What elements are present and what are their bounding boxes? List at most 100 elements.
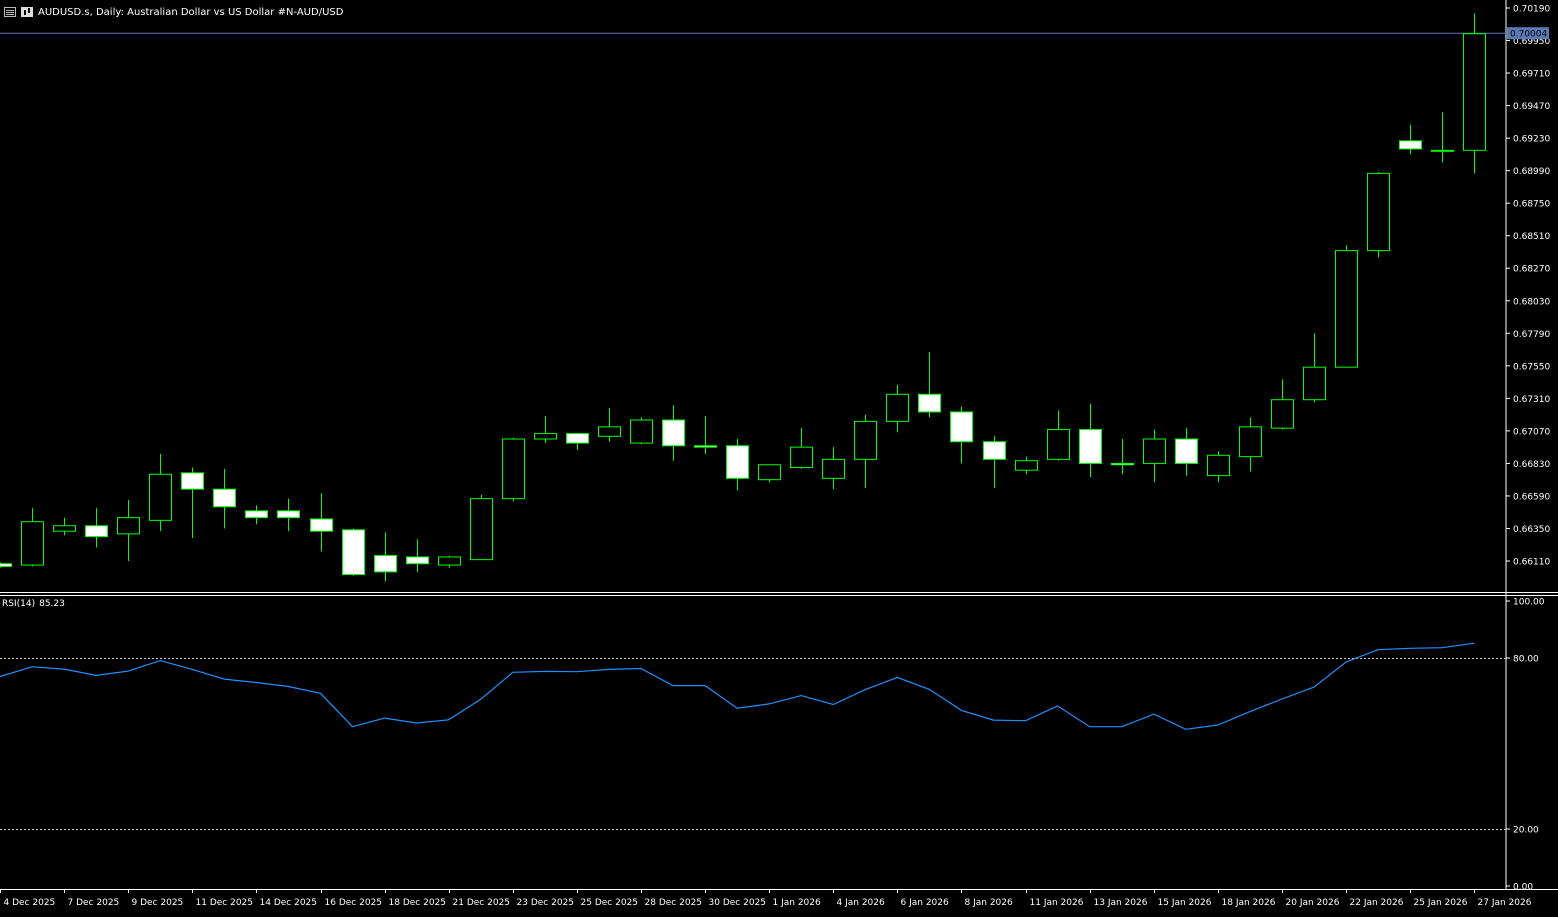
rsi-value: 85.23 <box>39 599 65 609</box>
rsi-indicator-label: RSI(14) 85.23 <box>2 599 69 609</box>
current-price-label: 0.70004 <box>1507 27 1549 40</box>
price-tick-label: 0.69950 <box>1513 37 1550 47</box>
time-tick-label: 15 Jan 2026 <box>1158 898 1212 908</box>
candle-body <box>21 521 44 566</box>
candle <box>983 436 1006 488</box>
price-tick-label: 0.69470 <box>1513 102 1550 112</box>
chart-frame <box>0 0 1558 890</box>
candle-body <box>1303 366 1326 401</box>
list-icon[interactable] <box>4 7 16 17</box>
candle-body <box>822 458 845 479</box>
price-tick-label: 0.66590 <box>1513 492 1550 502</box>
candle-body <box>1111 462 1134 466</box>
candle <box>85 508 108 548</box>
candle <box>245 505 268 525</box>
price-tick-label: 0.69710 <box>1513 70 1550 80</box>
candle <box>534 415 557 444</box>
candle-body <box>85 525 108 538</box>
chart-title: AUDUSD.s, Daily: Australian Dollar vs US… <box>38 6 344 18</box>
candle <box>1207 451 1230 483</box>
candle <box>1271 379 1294 430</box>
candle <box>342 528 365 576</box>
candle-body <box>277 510 300 519</box>
candle-body <box>438 556 461 566</box>
candle-body <box>630 419 653 444</box>
rsi-tick-label: 0.00 <box>1513 883 1533 893</box>
candle <box>790 428 813 469</box>
price-tick-label: 0.68750 <box>1513 200 1550 210</box>
candle <box>438 555 461 568</box>
candle-body <box>758 464 781 481</box>
price-tick-label: 0.68270 <box>1513 265 1550 275</box>
price-tick-label: 0.68030 <box>1513 297 1550 307</box>
candle-body <box>726 445 749 479</box>
candle <box>1463 13 1486 174</box>
candle <box>694 415 717 454</box>
rsi-series <box>0 642 1475 730</box>
candle <box>630 417 653 445</box>
candle <box>117 500 140 561</box>
candle-body <box>1079 429 1102 464</box>
time-tick-label: 7 Dec 2025 <box>68 898 120 908</box>
rsi-tick-label: 80.00 <box>1513 655 1539 665</box>
candle <box>1303 333 1326 403</box>
candle <box>1239 417 1262 472</box>
time-tick-label: 21 Dec 2025 <box>453 898 511 908</box>
candle-body <box>1335 250 1358 368</box>
candle-body <box>1271 399 1294 429</box>
candle <box>918 352 941 418</box>
time-tick-label: 9 Dec 2025 <box>132 898 184 908</box>
candle <box>21 508 44 567</box>
candle-body <box>342 529 365 576</box>
candle <box>1431 112 1454 163</box>
candle-body <box>886 393 909 422</box>
candle <box>662 405 685 461</box>
candle <box>1047 410 1070 461</box>
candle <box>149 453 172 532</box>
candle <box>726 439 749 491</box>
price-tick-label: 0.66830 <box>1513 460 1550 470</box>
candle <box>1015 456 1038 475</box>
time-tick-label: 18 Jan 2026 <box>1222 898 1276 908</box>
time-tick-label: 8 Jan 2026 <box>965 898 1013 908</box>
price-tick-label: 0.67790 <box>1513 330 1550 340</box>
candle-body <box>310 518 333 532</box>
candle-body <box>374 555 397 573</box>
candle-body <box>213 488 236 508</box>
price-tick-label: 0.66110 <box>1513 558 1550 568</box>
time-tick-label: 11 Jan 2026 <box>1030 898 1084 908</box>
candle-body <box>245 510 268 519</box>
candle <box>53 517 76 536</box>
price-tick-label: 0.70190 <box>1513 5 1550 15</box>
price-tick-label: 0.69230 <box>1513 135 1550 145</box>
price-tick-label: 0.67070 <box>1513 427 1550 437</box>
candle-body <box>1239 426 1262 458</box>
candle-body <box>1463 33 1486 151</box>
time-tick-label: 23 Dec 2025 <box>517 898 575 908</box>
candle-body <box>950 411 973 443</box>
time-tick-label: 18 Dec 2025 <box>389 898 447 908</box>
time-tick-label: 22 Jan 2026 <box>1350 898 1404 908</box>
candle-body <box>566 433 589 444</box>
time-tick-label: 30 Dec 2025 <box>709 898 767 908</box>
time-tick-label: 28 Dec 2025 <box>645 898 703 908</box>
current-price-tag <box>1507 27 1549 40</box>
candlestick-series <box>0 13 1486 582</box>
candle <box>886 384 909 433</box>
time-tick-label: 14 Dec 2025 <box>260 898 318 908</box>
time-tick-label: 11 Dec 2025 <box>196 898 254 908</box>
candle <box>406 539 429 572</box>
time-tick-label: 25 Dec 2025 <box>581 898 639 908</box>
rsi-tick-label: 20.00 <box>1513 826 1539 836</box>
chart-icon[interactable] <box>21 7 33 17</box>
candle-body <box>1399 140 1422 150</box>
candle <box>1367 172 1390 258</box>
price-tick-label: 0.67550 <box>1513 362 1550 372</box>
current-price-value: 0.70004 <box>1510 30 1547 40</box>
time-tick-label: 4 Dec 2025 <box>4 898 56 908</box>
time-tick-label: 20 Jan 2026 <box>1286 898 1340 908</box>
candle <box>502 437 525 502</box>
candle <box>310 493 333 552</box>
